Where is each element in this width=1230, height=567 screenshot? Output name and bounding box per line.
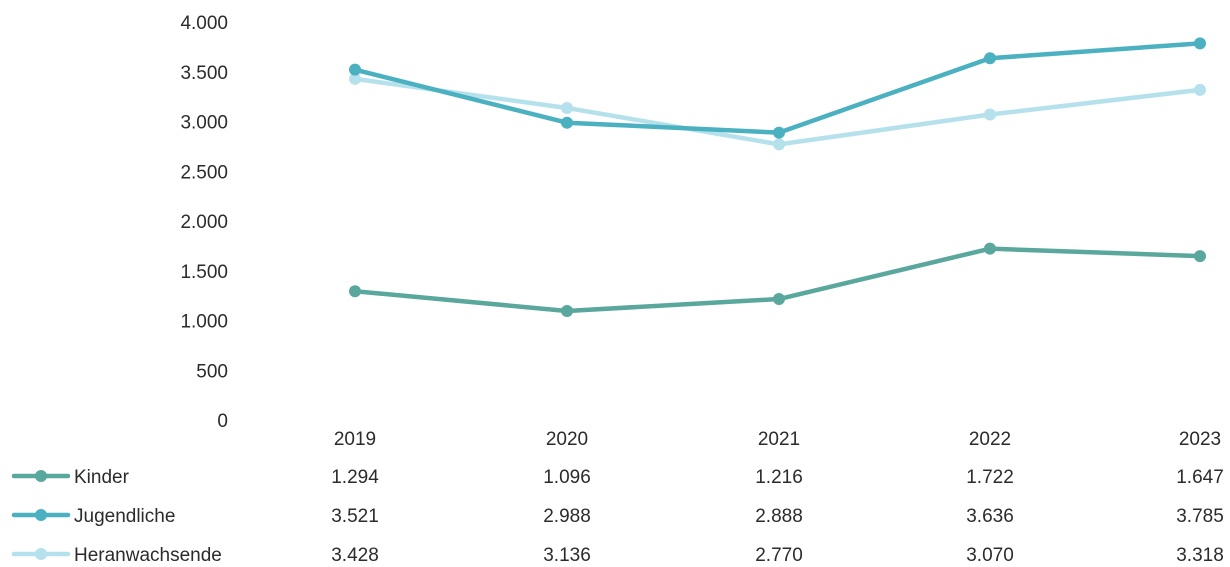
data-label-heranwachsende: 3.136	[543, 545, 591, 566]
data-point-jugendliche	[773, 126, 785, 139]
x-tick-label: 2022	[969, 429, 1011, 450]
legend-label-kinder: Kinder	[74, 467, 130, 488]
y-tick-label: 1.500	[180, 262, 228, 283]
series-line-jugendliche	[352, 41, 1203, 135]
data-label-kinder: 1.294	[331, 467, 379, 488]
plot-area	[349, 37, 1206, 317]
data-label-jugendliche: 3.521	[331, 506, 379, 527]
data-label-kinder: 1.096	[543, 467, 591, 488]
legend-key-heranwachsende	[11, 548, 71, 560]
legend-marker	[35, 509, 47, 521]
data-point-heranwachsende	[349, 72, 361, 85]
data-point-jugendliche	[349, 63, 361, 76]
data-label-heranwachsende: 2.770	[755, 545, 803, 566]
data-point-kinder	[349, 285, 361, 298]
y-tick-label: 2.000	[180, 212, 228, 233]
data-point-heranwachsende	[1194, 83, 1206, 96]
y-tick-label: 2.500	[180, 162, 228, 183]
data-label-kinder: 1.216	[755, 467, 803, 488]
data-label-jugendliche: 2.888	[755, 506, 803, 527]
data-point-heranwachsende	[984, 108, 996, 121]
legend-marker	[35, 548, 47, 560]
data-point-kinder	[773, 293, 785, 306]
data-point-jugendliche	[984, 52, 996, 65]
legend-key-kinder	[11, 470, 71, 482]
data-label-heranwachsende: 3.318	[1176, 545, 1224, 566]
data-point-kinder	[561, 304, 573, 317]
data-label-heranwachsende: 3.070	[966, 545, 1014, 566]
data-table: 2019 2020 2021 2022 2023 Kinder 1.294 1.096 1.21…	[11, 429, 1224, 566]
legend-marker	[35, 470, 47, 482]
data-point-kinder	[984, 242, 996, 255]
data-label-jugendliche: 3.636	[966, 506, 1014, 527]
data-point-jugendliche	[1194, 37, 1206, 50]
y-tick-label: 3.000	[180, 113, 228, 134]
data-label-kinder: 1.647	[1176, 467, 1224, 488]
y-axis: 0 500 1.000 1.500 2.000 2.500 3.000 3.500 4.000	[180, 13, 228, 432]
data-point-jugendliche	[561, 116, 573, 129]
x-tick-label: 2020	[546, 429, 588, 450]
y-tick-label: 500	[196, 361, 228, 382]
data-label-jugendliche: 3.785	[1176, 506, 1224, 527]
y-tick-label: 1.000	[180, 312, 228, 333]
data-point-kinder	[1194, 250, 1206, 263]
y-tick-label: 0	[217, 411, 228, 432]
x-tick-label: 2023	[1179, 429, 1221, 450]
y-tick-label: 3.500	[180, 63, 228, 84]
y-tick-label: 4.000	[180, 13, 228, 34]
legend-key-jugendliche	[11, 509, 71, 521]
data-point-heranwachsende	[561, 101, 573, 114]
legend-label-jugendliche: Jugendliche	[74, 506, 175, 527]
data-label-heranwachsende: 3.428	[331, 545, 379, 566]
legend-label-heranwachsende: Heranwachsende	[74, 545, 222, 566]
data-label-kinder: 1.722	[966, 467, 1014, 488]
x-tick-label: 2021	[758, 429, 800, 450]
x-tick-label: 2019	[334, 429, 376, 450]
data-point-heranwachsende	[773, 138, 785, 151]
data-label-jugendliche: 2.988	[543, 506, 591, 527]
